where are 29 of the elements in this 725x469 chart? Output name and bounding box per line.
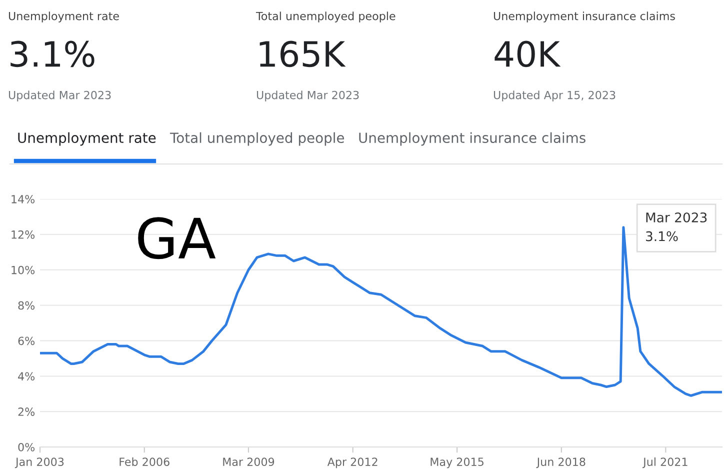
y-tick-label: 8%: [18, 301, 35, 310]
y-tick-label: 4%: [18, 372, 35, 381]
text: Updated Mar 2023: [256, 90, 359, 102]
text: Updated Apr 15, 2023: [494, 90, 616, 102]
y-tick-label: 14%: [12, 194, 35, 204]
text: Updated Mar 2023: [8, 90, 111, 102]
y-tick-label: 0%: [18, 442, 35, 452]
x-tick-label: Jun 2018: [536, 458, 586, 468]
y-tick-label: 12%: [12, 230, 35, 239]
x-tick-label: Jul 2021: [642, 457, 688, 468]
x-tick-label: May 2015: [430, 458, 484, 468]
y-tick-label: 10%: [12, 266, 35, 274]
text: Unemployment insurance claims: [359, 132, 586, 146]
x-tick-label: Apr 2012: [327, 458, 378, 468]
y-tick-label: 2%: [18, 408, 35, 416]
x-tick-label: Mar 2009: [223, 458, 274, 466]
text: Total unemployed people: [170, 132, 344, 146]
text: Unemployment rate: [8, 12, 119, 22]
x-tick-label: Feb 2006: [120, 457, 170, 466]
text: Total unemployed people: [256, 12, 396, 22]
y-tick-label: 6%: [18, 336, 35, 346]
text: Unemployment insurance claims: [494, 12, 675, 22]
text: Unemployment rate: [18, 132, 156, 146]
chart-title: GA: [138, 217, 216, 260]
text: 40K: [494, 40, 561, 68]
annotation: Mar 2023 3.1%: [646, 212, 707, 242]
x-tick-label: Jan 2003: [14, 458, 64, 468]
text: 165K: [260, 40, 346, 68]
text: 3.1%: [10, 40, 94, 68]
